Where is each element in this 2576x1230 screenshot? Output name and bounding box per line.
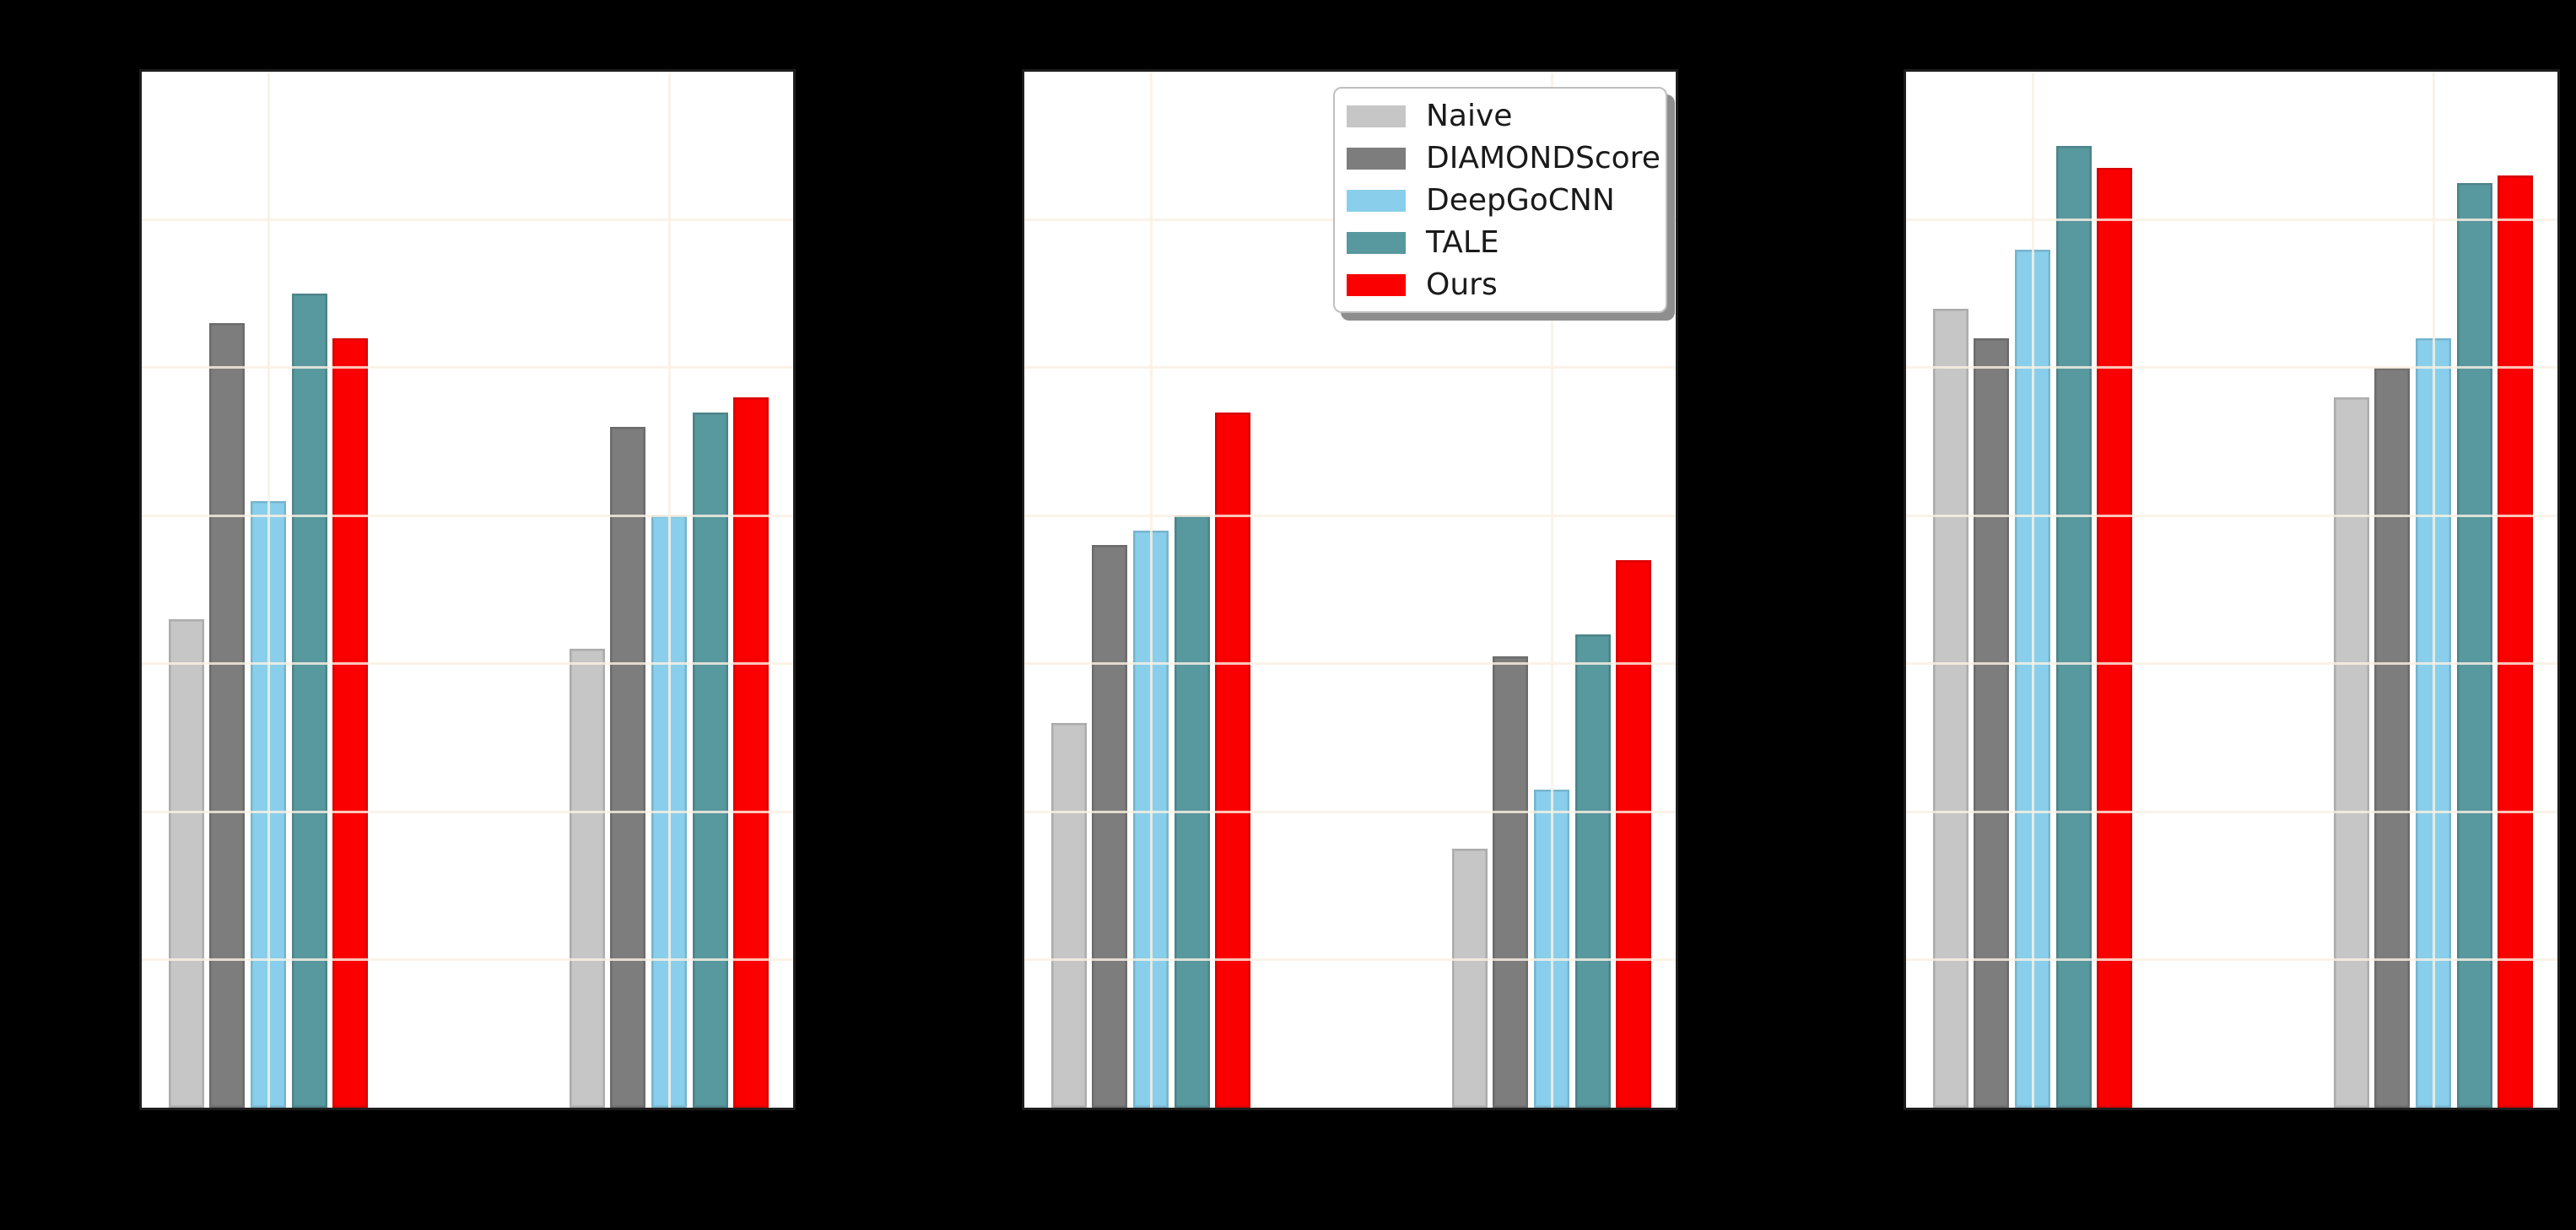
legend-swatch-deepgocnn [1347,190,1406,212]
y-gridline [1024,366,1676,370]
bar-chart-panel-left [139,69,796,1110]
y-gridline [1906,366,2557,370]
legend-row-diamondscore: DIAMONDScore [1347,138,1661,180]
y-gridline [1906,514,2557,517]
legend-swatch-diamondscore [1347,148,1406,170]
x-gridline [2432,72,2435,1108]
y-gridline [142,366,793,370]
bar-naive-group1 [1050,722,1087,1108]
y-gridline [1024,810,1676,813]
bar-naive-group1 [168,619,204,1108]
x-gridline [1550,72,1553,1108]
y-gridline [1024,958,1676,962]
x-gridline [2031,72,2034,1108]
legend-row-naive: Naive [1347,95,1654,138]
legend-row-tale: TALE [1347,222,1654,264]
bar-naive-group2 [569,649,605,1108]
bar-tale-group2 [692,412,728,1108]
bar-diamondscore-group2 [1493,655,1529,1108]
bar-naive-group1 [1932,308,1968,1108]
x-gridline [1149,72,1153,1108]
y-gridline [142,514,793,517]
bar-diamondscore-group1 [209,323,246,1108]
legend-row-ours: Ours [1347,264,1654,306]
plot-area-right [1906,72,2557,1108]
bar-ours-group1 [332,337,369,1108]
bar-diamondscore-group1 [1092,545,1128,1108]
bar-ours-group2 [2498,175,2534,1108]
y-gridline [1906,218,2557,221]
y-gridline [142,662,793,666]
x-gridline [267,72,270,1108]
legend-swatch-naive [1347,105,1406,127]
bar-ours-group1 [1215,412,1251,1108]
bar-naive-group2 [1451,849,1488,1108]
bar-naive-group2 [2333,397,2369,1108]
y-gridline [142,218,793,221]
legend-label: DIAMONDScore [1426,141,1661,175]
bar-diamondscore-group2 [2374,367,2411,1108]
bar-tale-group2 [2456,182,2492,1108]
bar-tale-group1 [2055,145,2092,1108]
bar-diamondscore-group2 [610,427,646,1108]
legend-label: TALE [1426,225,1499,260]
legend-label: Ours [1426,267,1498,302]
bar-ours-group2 [733,397,770,1108]
bar-tale-group2 [1574,634,1611,1108]
y-gridline [1024,514,1676,517]
legend-swatch-ours [1347,274,1406,296]
legend-label: DeepGoCNN [1426,183,1615,218]
x-gridline [667,72,671,1108]
bar-chart-panel-right [1904,69,2560,1110]
bar-ours-group2 [1616,559,1652,1108]
bar-tale-group1 [291,294,327,1108]
legend-swatch-tale [1347,232,1406,254]
plot-area-middle [1024,72,1676,1108]
y-gridline [1906,662,2557,666]
y-gridline [1906,958,2557,962]
bar-diamondscore-group1 [1974,337,2010,1108]
legend-label: Naive [1426,99,1513,133]
y-gridline [142,958,793,962]
y-gridline [1906,810,2557,813]
y-gridline [142,810,793,813]
bar-ours-group1 [2097,168,2133,1108]
y-gridline [1024,662,1676,666]
legend-row-deepgocnn: DeepGoCNN [1347,180,1654,222]
legend: Naive DIAMONDScore DeepGoCNN TALE Ours [1333,87,1667,313]
plot-area-left [142,72,793,1108]
